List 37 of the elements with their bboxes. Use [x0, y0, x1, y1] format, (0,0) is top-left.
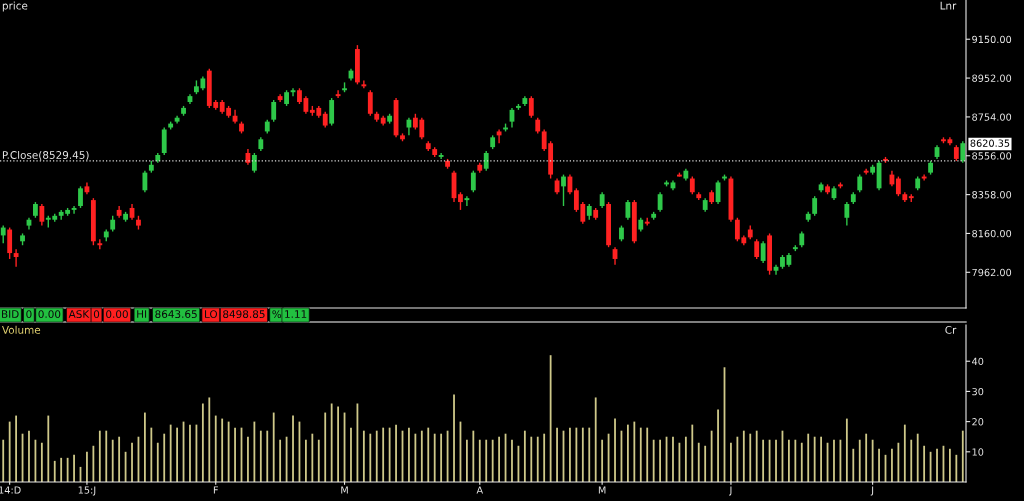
text: 8620.35: [970, 139, 1010, 147]
text: 1.11: [285, 310, 307, 318]
text: BID: [2, 310, 19, 318]
x-tick-label: J: [870, 486, 874, 496]
text: 0: [26, 310, 32, 319]
text: 0: [93, 310, 100, 319]
x-tick-label: J: [729, 486, 732, 496]
text: 8643.65: [155, 310, 197, 319]
y-tick-label: 10: [972, 448, 984, 456]
x-tick-label: 15:J: [78, 486, 96, 496]
y-tick-label: 40: [972, 357, 984, 366]
y-tick-label: 8952.00: [972, 74, 1012, 82]
text: 8498.85: [223, 310, 265, 319]
x-tick-label: M: [341, 486, 348, 494]
x-tick-label: 14:D: [0, 486, 21, 494]
y-tick-label: 20: [972, 418, 984, 426]
y-tick-label: 9150.00: [972, 35, 1012, 44]
text: ASK: [68, 310, 90, 319]
chart-title: Volume: [2, 325, 41, 334]
x-tick-label: M: [598, 486, 606, 494]
text: LO: [205, 310, 218, 319]
annotation: Lnr: [940, 1, 957, 10]
text: HI: [137, 310, 147, 318]
text: 0.00: [38, 310, 61, 319]
y-tick-label: 8160.00: [972, 229, 1012, 238]
y-tick-label: 30: [972, 387, 984, 396]
y-tick-label: 8754.00: [972, 113, 1012, 121]
x-tick-label: F: [213, 486, 218, 494]
annotation: Cr: [945, 325, 957, 334]
text: %: [272, 310, 282, 319]
x-tick-label: A: [476, 486, 484, 494]
y-tick-label: 7962.00: [972, 268, 1012, 277]
text: 0.00: [106, 310, 128, 319]
ref-line-label: P.Close(8529.45): [2, 150, 89, 161]
chart-title: price: [2, 1, 28, 12]
y-tick-label: 8358.00: [972, 191, 1012, 199]
y-tick-label: 8556.00: [972, 152, 1012, 160]
